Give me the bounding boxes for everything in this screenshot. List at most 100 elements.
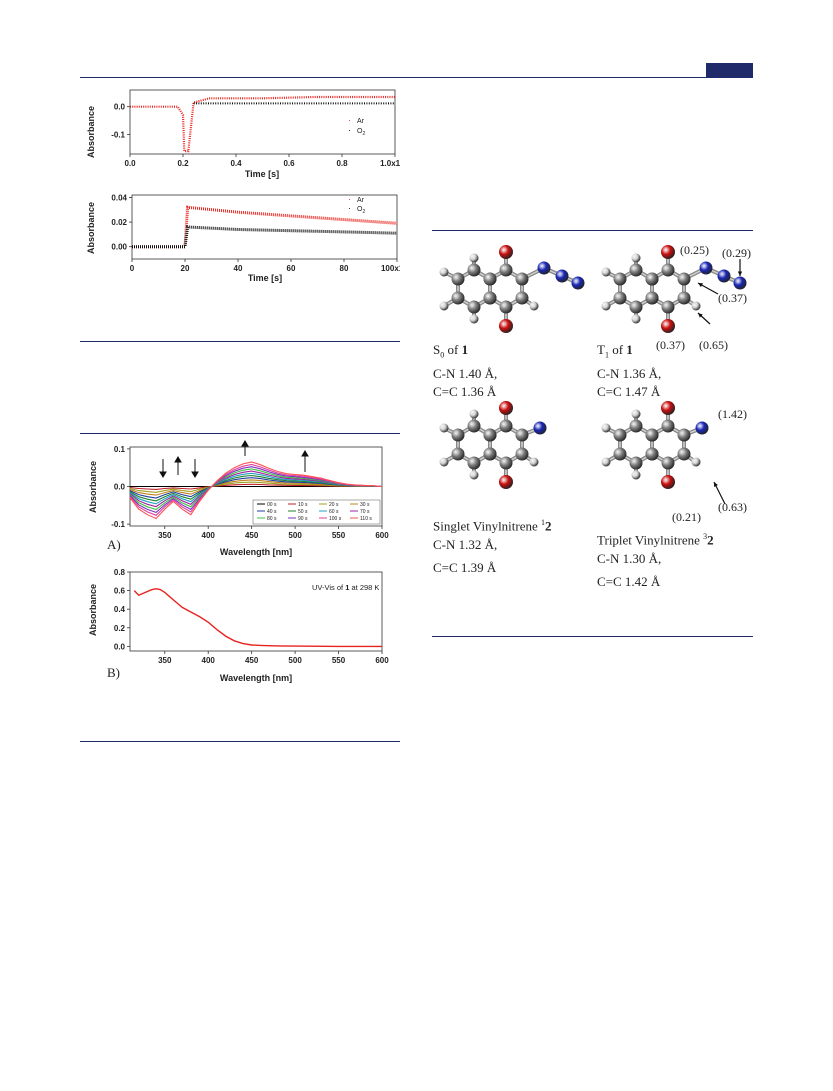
legend-entry: 100 s — [329, 516, 342, 522]
y-tick-label: -0.1 — [111, 131, 125, 140]
y-tick-label: 0.0 — [114, 103, 126, 112]
carbon-atom — [645, 272, 659, 286]
y-tick-label: 0.8 — [114, 568, 126, 577]
carbon-atom — [613, 272, 627, 286]
carbon-atom — [499, 419, 513, 433]
figure-difference-spectra: Absorbance 0.1 0.0 -0.1 350 400 450 500 550 600… — [88, 440, 389, 557]
fig2-series-o2 — [132, 225, 398, 249]
oxygen-atom — [661, 401, 675, 415]
left-rule-3 — [80, 741, 400, 742]
oxygen-atom — [499, 319, 513, 333]
hydrogen-atom — [439, 267, 449, 277]
fig2-series-ar — [132, 205, 398, 249]
figure-uvvis: Absorbance 0.8 0.6 0.4 0.2 0.0 350 400 450 500 5… — [88, 568, 389, 683]
fig1-legend-ar: Ar — [357, 118, 365, 125]
caption-singlet-cn: C-N 1.32 Å, — [433, 537, 498, 553]
hydrogen-atom — [601, 267, 611, 277]
carbon-atom — [677, 428, 691, 442]
x-tick-label: 1.0x10-6 — [380, 158, 400, 168]
left-rule-2 — [80, 433, 400, 434]
legend-entry: 60 s — [329, 509, 339, 515]
caption-t1-cc: C=C 1.47 Å — [597, 383, 661, 399]
oxygen-atom — [661, 319, 675, 333]
legend-entry: 80 s — [267, 516, 277, 522]
right-rule-1 — [432, 230, 753, 231]
fig4-ylabel: Absorbance — [88, 584, 98, 636]
carbon-atom — [677, 447, 691, 461]
hydrogen-atom — [469, 409, 479, 419]
figure-transient-us: Absorbance 0.04 0.02 0.00 0 20 40 60 80 100x10-… — [86, 193, 400, 283]
molecule-s0 — [439, 245, 585, 333]
x-tick-label: 400 — [202, 531, 216, 540]
y-tick-label: 0.4 — [114, 605, 126, 614]
y-tick-label: 0.04 — [111, 193, 127, 202]
carbon-atom — [515, 447, 529, 461]
fig2-legend-o2: O2 — [357, 206, 365, 215]
molecule-triplet — [601, 401, 726, 505]
carbon-atom — [467, 419, 481, 433]
x-tick-label: 550 — [332, 656, 346, 665]
legend-entry: 20 s — [329, 502, 339, 508]
carbon-atom — [677, 291, 691, 305]
t1-spin-o-bottom: (0.37) — [656, 338, 685, 352]
legend-entry: 110 s — [360, 516, 372, 522]
t1-spin-o-top: (0.25) — [680, 243, 709, 257]
carbon-atom — [499, 300, 513, 314]
caption-singlet: Singlet Vinylnitrene 12 C-N 1.32 Å, C=C … — [433, 513, 552, 577]
legend-entry: 30 s — [360, 502, 370, 508]
carbon-atom — [515, 272, 529, 286]
nitrogen-atom — [555, 269, 569, 283]
t1-spin-h: (0.65) — [699, 338, 728, 352]
legend-entry: 00 s — [267, 502, 277, 508]
fig1-legend-ar-marker: · — [348, 115, 351, 125]
y-tick-label: 0.0 — [114, 642, 126, 651]
hydrogen-atom — [601, 457, 611, 467]
fig1-legend-o2-marker: · — [348, 125, 351, 135]
legend-entry: 10 s — [298, 502, 308, 508]
carbon-atom — [467, 300, 481, 314]
header-page-tab — [706, 63, 753, 77]
fig1-legend-o2: O2 — [357, 128, 365, 137]
fig1-xlabel: Time [s] — [245, 169, 279, 179]
arrow-n-end-head — [737, 271, 743, 276]
x-tick-label: 100x10-6 — [381, 263, 400, 273]
nitrogen-atom — [717, 269, 731, 283]
fig4-frame — [129, 571, 383, 652]
legend-entry: 70 s — [360, 509, 370, 515]
carbon-atom — [629, 300, 643, 314]
hydrogen-atom — [601, 423, 611, 433]
carbon-atom — [661, 419, 675, 433]
hydrogen-atom — [601, 301, 611, 311]
fig3-legend: 00 s 10 s 20 s 30 s 40 s 50 s 60 s 70 s 80 s 90 s… — [252, 499, 381, 525]
fig2-xlabel: Time [s] — [248, 273, 282, 283]
caption-s0-title: S0 of 1 — [433, 342, 469, 360]
carbon-atom — [451, 272, 465, 286]
legend-entry: 50 s — [298, 509, 308, 515]
triplet-spin-c: (0.63) — [718, 500, 747, 514]
caption-triplet-title: Triplet Vinylnitrene 32 — [597, 532, 714, 548]
x-tick-label: 80 — [340, 264, 349, 273]
hydrogen-atom — [631, 409, 641, 419]
carbon-atom — [483, 428, 497, 442]
carbon-atom — [467, 263, 481, 277]
x-tick-label: 500 — [288, 656, 302, 665]
hydrogen-atom — [691, 457, 701, 467]
hydrogen-atom — [469, 314, 479, 324]
x-tick-label: 600 — [375, 656, 389, 665]
hydrogen-atom — [439, 423, 449, 433]
hydrogen-atom — [691, 301, 701, 311]
carbon-atom — [661, 263, 675, 277]
fig3-arrows — [159, 440, 309, 478]
caption-triplet: Triplet Vinylnitrene 32 C-N 1.30 Å, C=C … — [597, 527, 714, 591]
caption-t1-cn: C-N 1.36 Å, — [597, 365, 662, 381]
x-tick-label: 20 — [181, 264, 190, 273]
fig2-legend-ar-marker: · — [348, 194, 351, 204]
hydrogen-atom — [631, 314, 641, 324]
hydrogen-atom — [631, 253, 641, 263]
carbon-atom — [451, 447, 465, 461]
arrow-h-head — [698, 313, 703, 318]
hydrogen-atom — [439, 457, 449, 467]
x-tick-label: 60 — [287, 264, 296, 273]
header-rule — [80, 77, 753, 78]
carbon-atom — [499, 456, 513, 470]
